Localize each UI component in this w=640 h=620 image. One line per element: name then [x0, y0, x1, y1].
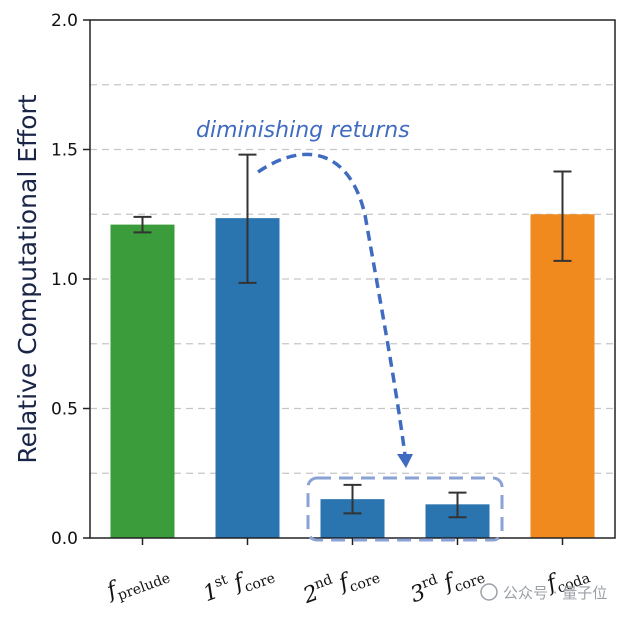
y-tick-label: 0.5: [51, 400, 78, 420]
grid-lines: [90, 84, 615, 474]
highlight-box: [306, 476, 504, 542]
watermark: 公众号 · 量子位: [503, 584, 607, 602]
y-axis-label: Relative Computational Effort: [13, 94, 42, 463]
bars: [110, 214, 595, 539]
bar: [110, 224, 175, 539]
y-axis-ticks: 0.0 0.5 1.0 1.5 2.0: [51, 11, 90, 549]
arrow-head-icon: [397, 454, 413, 468]
x-tick-label: 2ndfcore: [298, 556, 382, 612]
annotation-label: diminishing returns: [196, 118, 410, 143]
x-tick-label: fprelude: [102, 559, 173, 607]
error-bars: [133, 153, 572, 519]
wechat-logo-icon: [480, 583, 498, 601]
diminishing-returns-arrow: [257, 152, 407, 456]
x-axis-ticks: [141, 538, 564, 545]
y-tick-label: 1.0: [51, 270, 78, 290]
bar: [530, 214, 595, 538]
x-tick-label: 3rdfcore: [406, 556, 487, 611]
y-tick-label: 1.5: [51, 141, 78, 161]
y-tick-label: 0.0: [51, 529, 78, 549]
y-tick-label: 2.0: [51, 11, 78, 31]
x-tick-label: 1stfcore: [199, 556, 277, 610]
